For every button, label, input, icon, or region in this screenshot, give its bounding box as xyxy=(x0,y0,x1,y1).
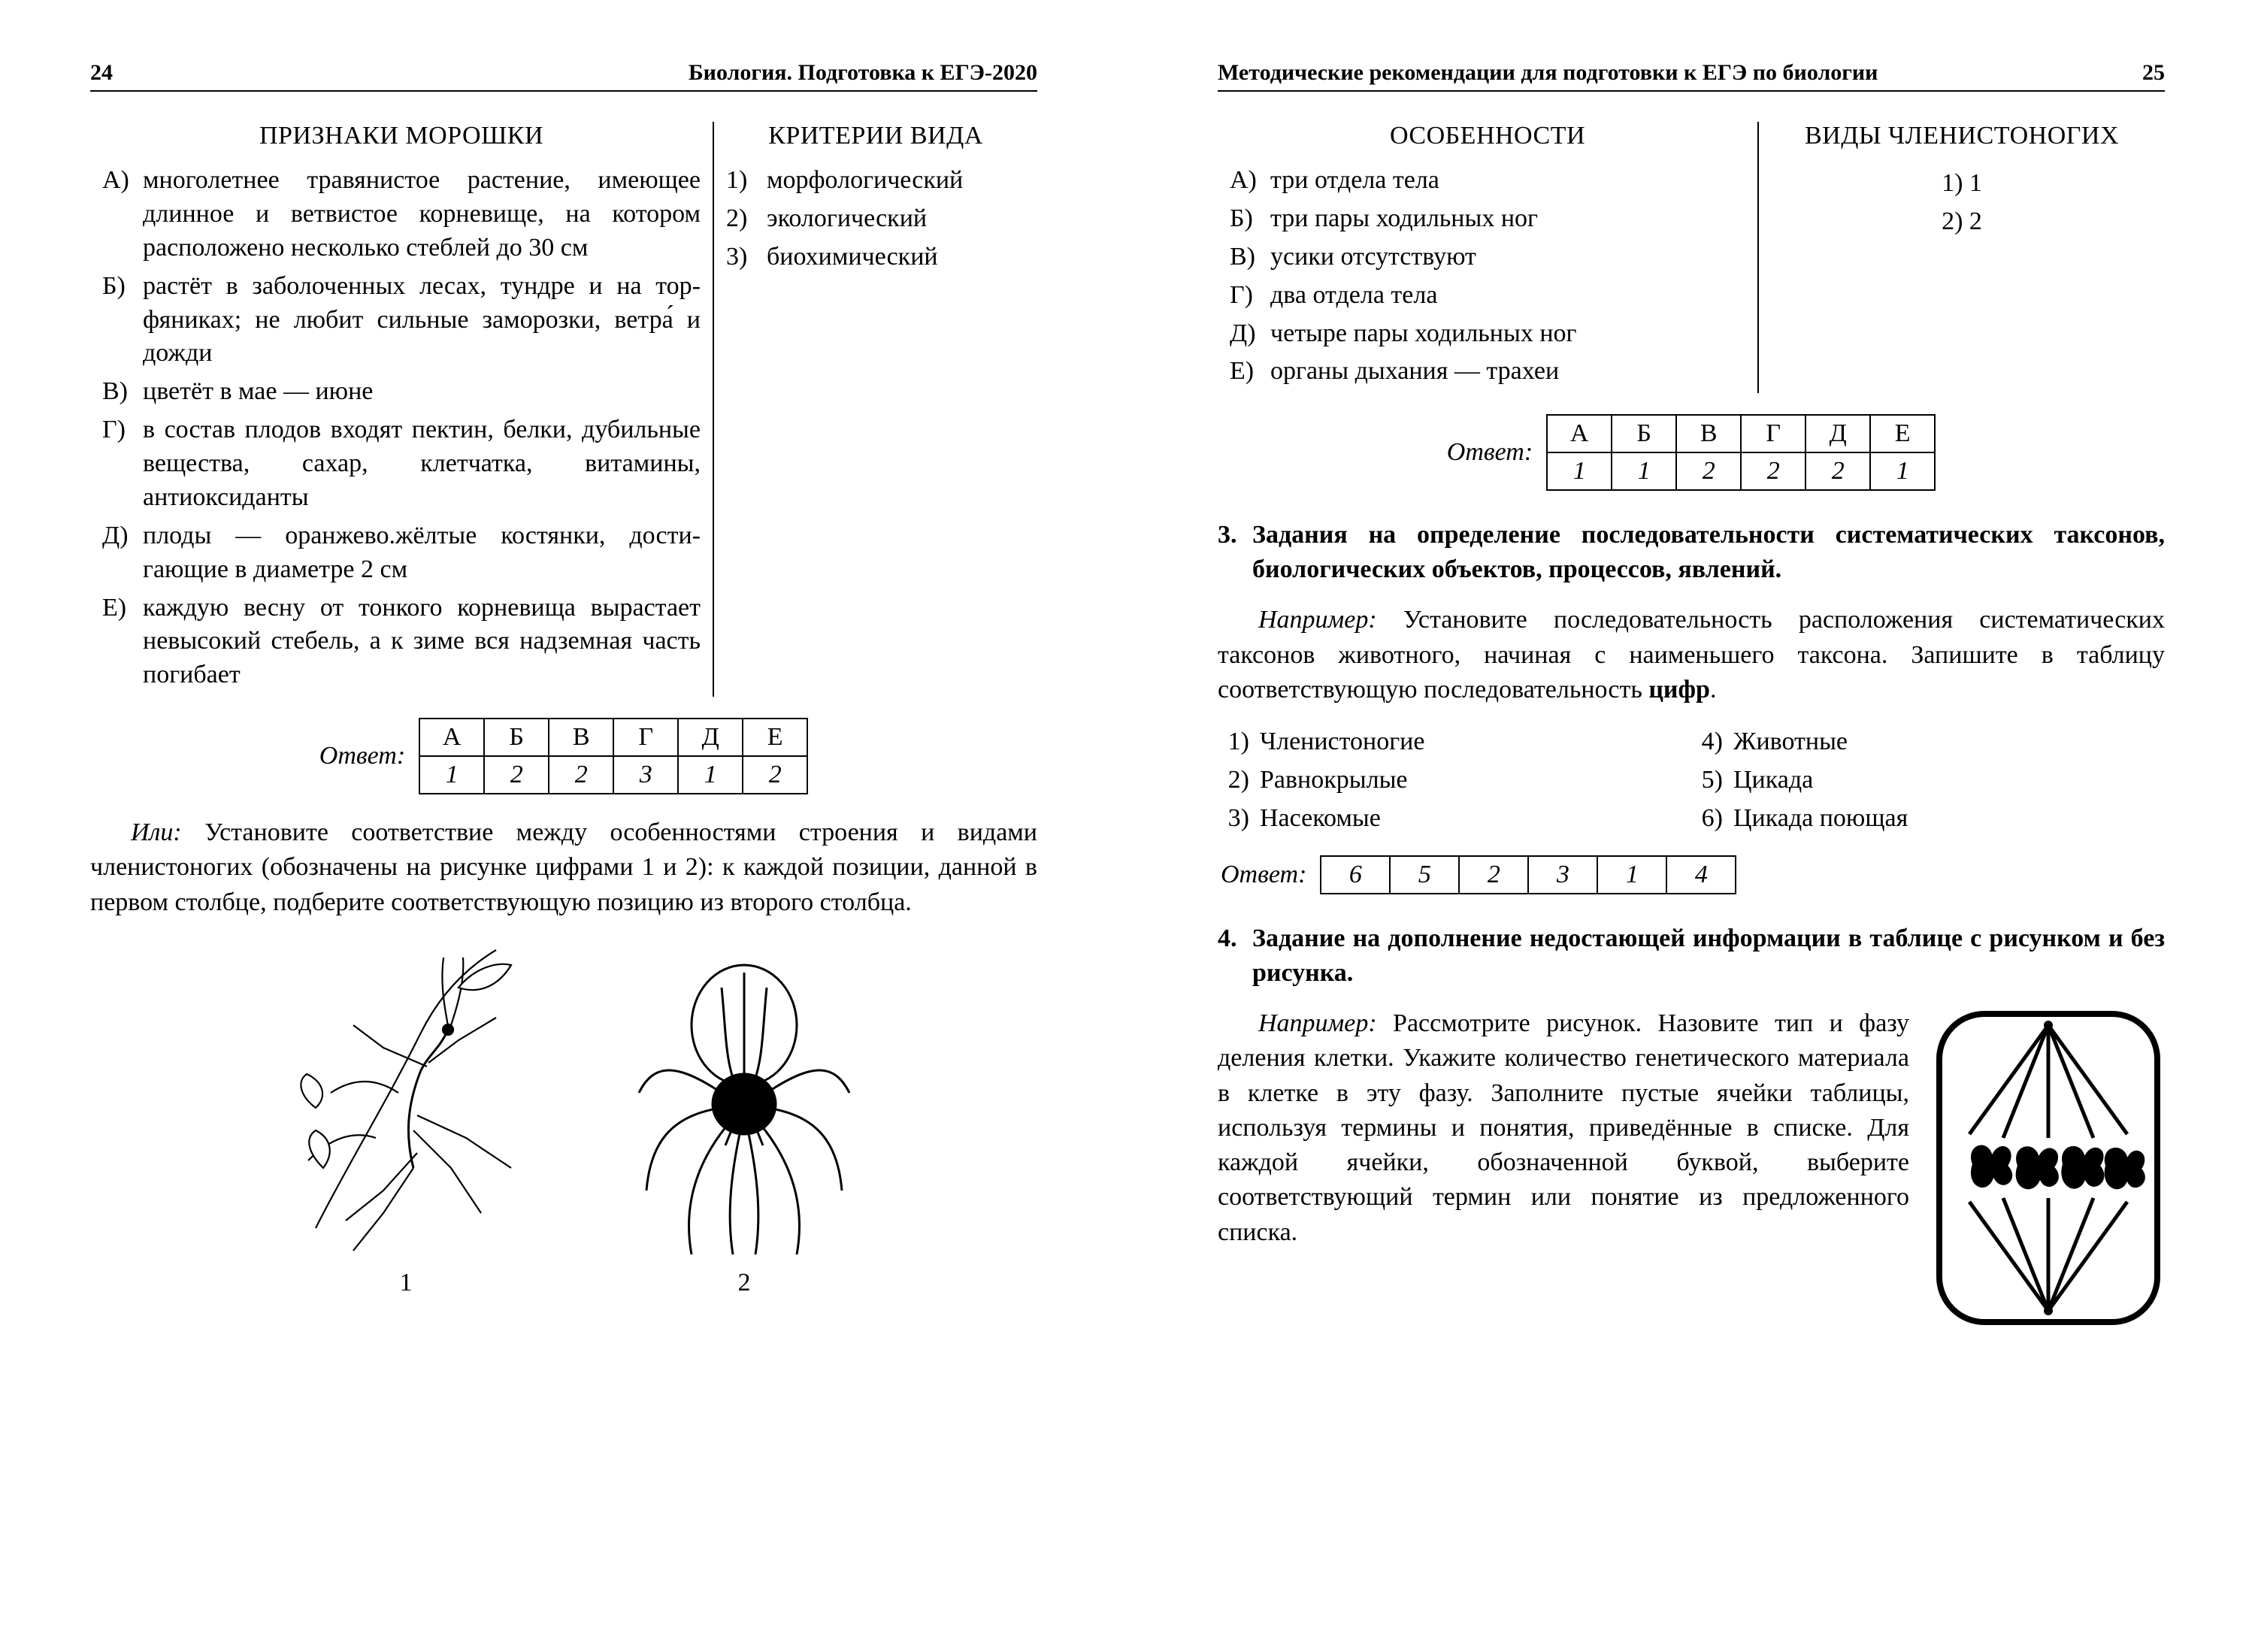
list-item: Б)растёт в заболоченных лесах, тундре и … xyxy=(102,270,701,371)
match-left-col: ПРИЗНАКИ МОРОШКИ А)многолетнее травянист… xyxy=(90,122,714,697)
figure-caption: 1 xyxy=(271,1269,541,1297)
list-item: Е)каждую весну от тонкого корневища выра… xyxy=(102,592,701,693)
options-col-left: 1)Членистоногие 2)Равнокрылые 3)Насекомы… xyxy=(1218,722,1691,837)
list-item: 2) 2 xyxy=(1771,202,2153,241)
running-title: Методические рекомендации для подготовки… xyxy=(1218,60,1878,86)
task-3-options: 1)Членистоногие 2)Равнокрылые 3)Насекомы… xyxy=(1218,722,2165,837)
figure-1-insect: 1 xyxy=(271,942,541,1297)
match-left-title: ОСОБЕННОСТИ xyxy=(1230,122,1745,150)
task-3-paragraph: Например: Установите последовательность … xyxy=(1218,603,2165,707)
mitosis-cell-icon xyxy=(1932,1006,2165,1330)
answer-label: Ответ: xyxy=(1221,861,1306,889)
list-item: А)многолетнее травянистое растение, имею… xyxy=(102,164,701,265)
answer-table: 6 5 2 3 1 4 xyxy=(1320,855,1736,894)
figure-2-spider: 2 xyxy=(631,942,857,1297)
match-left-list: А)многолетнее травянистое растение, имею… xyxy=(102,164,701,692)
match-left-list: А)три отдела тела Б)три пары ходильных н… xyxy=(1230,164,1745,389)
list-item: 1) 1 xyxy=(1771,164,2153,202)
ili-paragraph: Или: Установите соответствие между особе… xyxy=(90,815,1037,920)
option-item: 5)Цикада xyxy=(1691,761,2165,799)
spider-illustration-icon xyxy=(631,942,857,1258)
match-right-col: КРИТЕРИИ ВИДА 1)морфологический 2)эколог… xyxy=(714,122,1037,697)
page-header-left: 24 Биология. Подготовка к ЕГЭ-2020 xyxy=(90,60,1037,92)
answer-table: А Б В Г Д Е 1 2 2 3 1 2 xyxy=(419,718,808,794)
page-header-right: 25 Методические рекомендации для подгото… xyxy=(1218,60,2165,92)
page-24: 24 Биология. Подготовка к ЕГЭ-2020 ПРИЗН… xyxy=(0,0,1128,1652)
list-item: Г)в состав плодов входят пектин, белки, … xyxy=(102,413,701,515)
option-item: 2)Равнокрылые xyxy=(1218,761,1691,799)
answer-table: А Б В Г Д Е 1 1 2 2 2 1 xyxy=(1546,414,1936,491)
figure-row: 1 xyxy=(90,942,1037,1297)
option-item: 1)Членистоногие xyxy=(1218,722,1691,761)
option-item: 6)Цикада поющая xyxy=(1691,799,2165,837)
answer-row-3: Ответ: 6 5 2 3 1 4 xyxy=(1221,855,2165,894)
list-item: А)три отдела тела xyxy=(1230,164,1745,198)
match-block-1: ПРИЗНАКИ МОРОШКИ А)многолетнее травянист… xyxy=(90,122,1037,697)
match-right-col: ВИДЫ ЧЛЕНИСТОНОГИХ 1) 1 2) 2 xyxy=(1759,122,2165,393)
option-item: 4)Животные xyxy=(1691,722,2165,761)
list-item: Е)органы дыхания — трахеи xyxy=(1230,355,1745,389)
answer-row-2: Ответ: А Б В Г Д Е 1 1 2 2 2 1 xyxy=(1218,414,2165,491)
answer-row-1: Ответ: А Б В Г Д Е 1 2 2 3 1 2 xyxy=(90,718,1037,794)
list-item: Д)плоды — оранжево.жёлтые костянки, дост… xyxy=(102,519,701,587)
match-right-list: 1)морфологический 2)экологический 3)биох… xyxy=(726,164,1025,274)
page-number: 25 xyxy=(2142,60,2165,86)
task-4-heading: 4. Задание на дополнение недостающей инф… xyxy=(1218,921,2165,990)
option-item: 3)Насекомые xyxy=(1218,799,1691,837)
task-4-paragraph: Например: Рассмотрите рисунок. Назовите … xyxy=(1218,1006,1909,1250)
insect-illustration-icon xyxy=(271,942,541,1258)
list-item: 2)экологический xyxy=(726,202,1025,236)
page-25: 25 Методические рекомендации для подгото… xyxy=(1128,0,2255,1652)
running-title: Биология. Подготовка к ЕГЭ-2020 xyxy=(689,60,1037,86)
figure-caption: 2 xyxy=(631,1269,857,1297)
list-item: В)усики отсутствуют xyxy=(1230,241,1745,274)
match-left-col: ОСОБЕННОСТИ А)три отдела тела Б)три пары… xyxy=(1218,122,1759,393)
match-right-title: ВИДЫ ЧЛЕНИСТОНОГИХ xyxy=(1771,122,2153,150)
list-item: Д)четыре пары ходильных ног xyxy=(1230,317,1745,351)
page-number: 24 xyxy=(90,60,113,86)
list-item: Б)три пары ходильных ног xyxy=(1230,202,1745,236)
list-item: 1)морфологический xyxy=(726,164,1025,198)
cell-division-figure xyxy=(1932,1006,2165,1330)
options-col-right: 4)Животные 5)Цикада 6)Цикада поющая xyxy=(1691,722,2165,837)
list-item: 3)биохимический xyxy=(726,241,1025,274)
match-block-2: ОСОБЕННОСТИ А)три отдела тела Б)три пары… xyxy=(1218,122,2165,393)
list-item: В)цветёт в мае — июне xyxy=(102,375,701,409)
task-3-heading: 3. Задания на определение последовательн… xyxy=(1218,518,2165,586)
list-item: Г)два отдела тела xyxy=(1230,279,1745,313)
answer-label: Ответ: xyxy=(319,742,405,770)
match-left-title: ПРИЗНАКИ МОРОШКИ xyxy=(102,122,701,150)
match-right-list: 1) 1 2) 2 xyxy=(1771,164,2153,241)
match-right-title: КРИТЕРИИ ВИДА xyxy=(726,122,1025,150)
answer-label: Ответ: xyxy=(1447,438,1533,467)
task-4-body: Например: Рассмотрите рисунок. Назовите … xyxy=(1218,1006,2165,1330)
